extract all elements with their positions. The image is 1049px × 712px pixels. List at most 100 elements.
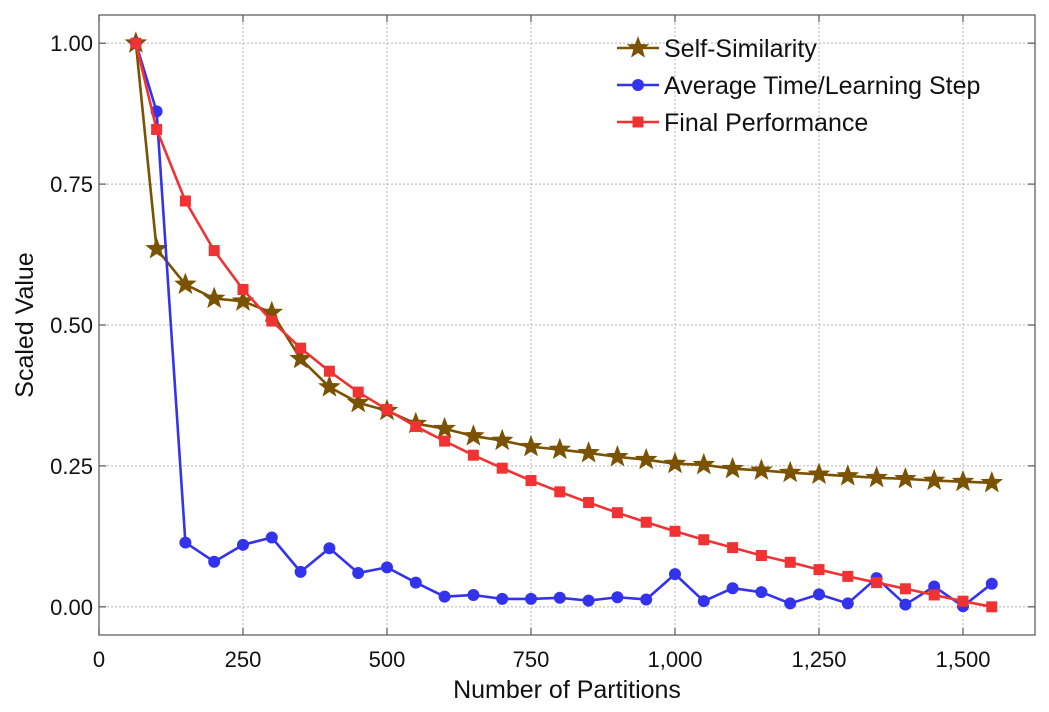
series-self-similarity bbox=[124, 31, 1004, 493]
y-tick-label: 0.75 bbox=[50, 172, 93, 197]
data-point-final-performance bbox=[266, 315, 278, 327]
legend-swatch-marker bbox=[632, 79, 644, 91]
data-point-final-performance bbox=[698, 534, 710, 546]
data-point-self-similarity bbox=[951, 469, 975, 492]
data-point-average-time-learning-step bbox=[409, 576, 422, 589]
data-point-final-performance bbox=[130, 37, 142, 49]
x-tick-label: 1,500 bbox=[935, 647, 990, 672]
data-point-self-similarity bbox=[145, 237, 168, 259]
data-point-final-performance bbox=[755, 550, 767, 562]
legend-item-self-similarity: Self-Similarity bbox=[617, 35, 817, 63]
data-point-final-performance bbox=[381, 404, 393, 416]
data-point-average-time-learning-step bbox=[640, 593, 653, 606]
legend-label: Self-Similarity bbox=[664, 35, 817, 63]
data-point-average-time-learning-step bbox=[323, 542, 336, 555]
data-point-final-performance bbox=[957, 595, 969, 607]
data-point-final-performance bbox=[583, 497, 595, 509]
tick-layer: 0 250 500 750 1,000 1,250 1,500 0.00 0.25 0.50 0.7… bbox=[50, 15, 1035, 672]
data-point-self-similarity bbox=[606, 445, 629, 467]
data-point-average-time-learning-step bbox=[669, 568, 681, 581]
y-tick-label: 1.00 bbox=[50, 31, 93, 56]
data-point-average-time-learning-step bbox=[582, 594, 595, 607]
data-point-final-performance bbox=[410, 420, 422, 432]
data-point-final-performance bbox=[295, 342, 307, 354]
data-point-average-time-learning-step bbox=[352, 567, 365, 579]
legend-item-final-performance: Final Performance bbox=[617, 109, 868, 137]
data-point-self-similarity bbox=[462, 424, 485, 446]
x-tick-label: 1,250 bbox=[791, 647, 846, 672]
data-point-final-performance bbox=[871, 577, 883, 589]
data-point-final-performance bbox=[784, 556, 796, 568]
data-point-final-performance bbox=[727, 542, 739, 554]
data-point-average-time-learning-step bbox=[899, 598, 912, 611]
x-tick-label: 0 bbox=[93, 647, 105, 672]
data-point-final-performance bbox=[986, 601, 998, 613]
data-point-self-similarity bbox=[577, 441, 600, 463]
data-point-self-similarity bbox=[836, 464, 860, 486]
data-point-final-performance bbox=[928, 589, 940, 601]
y-tick-label: 0.00 bbox=[50, 595, 93, 620]
data-point-average-time-learning-step bbox=[438, 590, 451, 603]
data-point-final-performance bbox=[323, 365, 335, 377]
data-point-self-similarity bbox=[490, 428, 514, 451]
data-point-final-performance bbox=[237, 283, 249, 295]
data-point-final-performance bbox=[467, 449, 479, 461]
x-tick-label: 250 bbox=[225, 647, 262, 672]
data-point-final-performance bbox=[151, 123, 163, 135]
data-point-self-similarity bbox=[433, 416, 456, 439]
data-point-final-performance bbox=[640, 516, 652, 528]
data-point-average-time-learning-step bbox=[553, 591, 566, 604]
data-point-self-similarity bbox=[750, 458, 773, 481]
data-point-self-similarity bbox=[548, 437, 572, 460]
data-point-average-time-learning-step bbox=[265, 531, 278, 544]
data-point-final-performance bbox=[496, 462, 508, 474]
data-point-self-similarity bbox=[318, 375, 341, 397]
legend: Self-Similarity Average Time/Learning Ste… bbox=[617, 35, 980, 137]
data-point-average-time-learning-step bbox=[985, 577, 998, 590]
data-point-average-time-learning-step bbox=[179, 536, 192, 549]
legend-swatch-marker bbox=[632, 116, 644, 128]
data-point-final-performance bbox=[208, 245, 220, 257]
data-point-self-similarity bbox=[634, 447, 658, 470]
data-point-self-similarity bbox=[894, 467, 917, 489]
data-point-final-performance bbox=[179, 195, 191, 207]
legend-label: Final Performance bbox=[664, 109, 868, 137]
series-layer bbox=[124, 31, 1004, 613]
data-point-average-time-learning-step bbox=[294, 565, 307, 578]
data-point-self-similarity bbox=[980, 470, 1004, 493]
x-tick-label: 500 bbox=[369, 647, 406, 672]
x-tick-label: 1,000 bbox=[647, 647, 702, 672]
legend-item-average-time-learning-step: Average Time/Learning Step bbox=[617, 72, 980, 100]
data-point-average-time-learning-step bbox=[611, 591, 624, 604]
data-point-average-time-learning-step bbox=[381, 561, 393, 574]
y-axis-title: Scaled Value bbox=[11, 252, 39, 397]
data-point-average-time-learning-step bbox=[755, 586, 768, 599]
data-point-final-performance bbox=[525, 475, 537, 487]
data-point-average-time-learning-step bbox=[467, 588, 480, 601]
data-point-self-similarity bbox=[174, 272, 197, 295]
data-point-final-performance bbox=[352, 386, 364, 398]
data-point-average-time-learning-step bbox=[237, 538, 249, 551]
data-point-self-similarity bbox=[663, 451, 687, 474]
series-final-performance bbox=[130, 37, 998, 613]
y-tick-label: 0.25 bbox=[50, 454, 93, 479]
data-point-self-similarity bbox=[346, 390, 370, 413]
data-point-self-similarity bbox=[721, 456, 744, 479]
data-point-self-similarity bbox=[692, 452, 716, 475]
data-point-final-performance bbox=[611, 507, 623, 519]
data-point-final-performance bbox=[439, 435, 451, 447]
data-point-average-time-learning-step bbox=[726, 582, 739, 595]
legend-swatch-marker bbox=[626, 36, 650, 58]
data-point-self-similarity bbox=[778, 460, 802, 483]
data-point-self-similarity bbox=[519, 434, 543, 457]
data-point-average-time-learning-step bbox=[525, 592, 537, 605]
data-point-final-performance bbox=[813, 564, 825, 576]
data-point-average-time-learning-step bbox=[841, 597, 854, 610]
data-point-self-similarity bbox=[922, 468, 946, 491]
x-tick-label: 750 bbox=[513, 647, 550, 672]
data-point-average-time-learning-step bbox=[208, 555, 221, 568]
data-point-average-time-learning-step bbox=[784, 597, 797, 610]
data-point-self-similarity bbox=[807, 462, 831, 484]
data-point-average-time-learning-step bbox=[496, 592, 509, 605]
